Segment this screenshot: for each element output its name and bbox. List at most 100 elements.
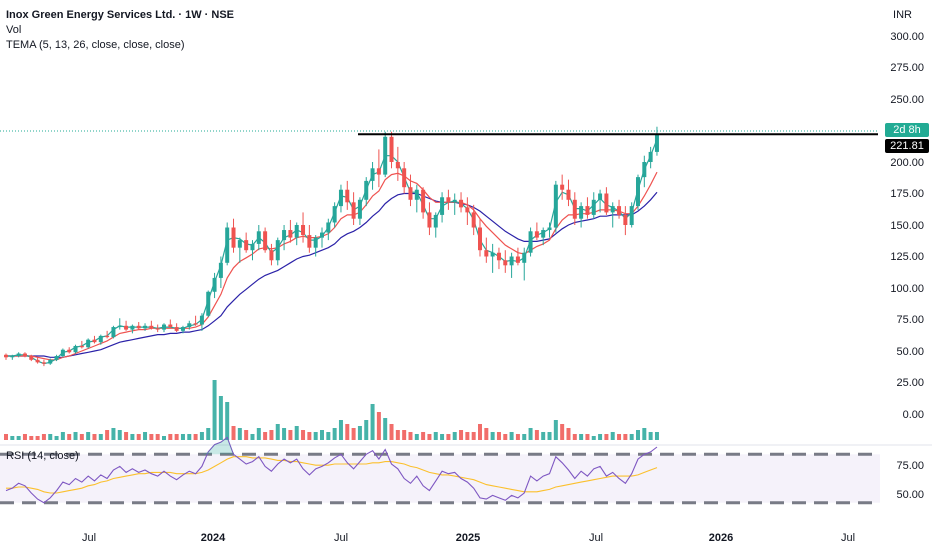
volume-bar <box>370 404 375 440</box>
volume-bar <box>541 432 546 440</box>
volume-bar <box>193 434 198 440</box>
candle-body <box>490 252 495 257</box>
candle-body <box>256 231 261 244</box>
volume-bar <box>206 428 211 440</box>
candle-body <box>642 162 647 178</box>
volume-bar <box>288 430 293 440</box>
volume-bar <box>459 430 464 440</box>
volume-bar <box>307 432 312 440</box>
volume-bar <box>515 434 520 440</box>
tema-5-line <box>6 139 658 365</box>
candle-body <box>414 189 419 200</box>
price-tick: 175.00 <box>890 188 924 200</box>
volume-legend[interactable]: Vol <box>6 24 22 36</box>
price-tick: 125.00 <box>890 251 924 263</box>
candle-body <box>199 315 204 325</box>
chart-title[interactable]: Inox Green Energy Services Ltd. · 1W · N… <box>6 9 235 21</box>
volume-bar <box>231 426 236 440</box>
rsi-legend[interactable]: RSI (14, close) <box>6 450 79 462</box>
volume-bar <box>256 428 261 440</box>
candle-body <box>111 327 116 338</box>
time-tick: Jul <box>81 532 97 544</box>
tema-legend[interactable]: TEMA (5, 13, 26, close, close, close) <box>6 39 185 51</box>
candle-body <box>301 225 306 236</box>
volume-bar <box>610 432 615 440</box>
candle-body <box>218 262 223 278</box>
volume-bar <box>440 434 445 440</box>
volume-bar <box>579 434 584 440</box>
candle-body <box>351 202 356 219</box>
candle-body <box>547 227 552 231</box>
volume-bar <box>364 420 369 440</box>
candle-body <box>509 256 514 266</box>
candle-body <box>604 193 609 213</box>
volume-bar <box>345 424 350 440</box>
candle-body <box>307 235 312 248</box>
candle-body <box>212 277 217 292</box>
candle-body <box>320 232 324 238</box>
time-tick: 2024 <box>200 532 226 544</box>
volume-bar <box>10 436 15 440</box>
volume-bar <box>79 434 84 440</box>
rsi-band-fill <box>0 454 880 503</box>
volume-bar <box>73 432 78 440</box>
volume-bar <box>528 428 533 440</box>
volume-bar <box>648 432 653 440</box>
volume-bar <box>263 432 268 440</box>
volume-bar <box>553 420 558 440</box>
volume-bar <box>162 436 166 440</box>
volume-bar <box>29 436 34 440</box>
candle-body <box>48 359 53 364</box>
candle-body <box>168 324 173 328</box>
candle-body <box>560 184 565 190</box>
candle-body <box>263 231 268 251</box>
candle-body <box>496 252 501 261</box>
candle-body <box>174 327 179 331</box>
candle-body <box>338 189 343 207</box>
price-tick: 275.00 <box>890 62 924 74</box>
candle-body <box>136 325 141 329</box>
candle-body <box>389 136 394 162</box>
candle-body <box>162 324 166 330</box>
candle-body <box>440 197 445 215</box>
candle-body <box>105 335 110 338</box>
candle-body <box>124 325 129 330</box>
candle-body <box>610 206 615 213</box>
candle-body <box>566 189 571 200</box>
candle-body <box>446 197 451 203</box>
candle-body <box>155 328 160 330</box>
volume-bar <box>60 432 65 440</box>
candle-body <box>10 356 15 358</box>
volume-bar <box>471 432 476 440</box>
volume-bar <box>560 424 565 440</box>
volume-bar <box>338 420 343 440</box>
candle-body <box>376 168 381 175</box>
price-tick: 250.00 <box>890 94 924 106</box>
candle-body <box>648 151 653 162</box>
volume-bar <box>130 434 135 440</box>
volume-bar <box>484 428 489 440</box>
volume-bar <box>547 432 552 440</box>
rsi-overbought-fill <box>201 437 240 455</box>
volume-bar <box>4 434 8 440</box>
volume-bar <box>598 434 603 440</box>
volume-bar <box>67 434 72 440</box>
last-price-badge: 221.81 <box>885 139 929 153</box>
volume-bar <box>446 434 451 440</box>
volume-bar <box>92 434 97 440</box>
volume-bar <box>478 424 482 440</box>
volume-bar <box>41 434 46 440</box>
candle-body <box>471 212 476 228</box>
price-tick: 300.00 <box>890 31 924 43</box>
candle-body <box>503 260 508 266</box>
volume-bar <box>654 432 659 440</box>
candle-body <box>86 339 91 348</box>
bar-countdown-badge: 2d 8h <box>885 123 929 137</box>
volume-bar <box>604 434 609 440</box>
candle-body <box>29 356 34 360</box>
volume-bar <box>389 424 394 440</box>
volume-bar <box>490 432 495 440</box>
volume-bar <box>294 426 299 440</box>
price-tick: 25.00 <box>896 377 924 389</box>
